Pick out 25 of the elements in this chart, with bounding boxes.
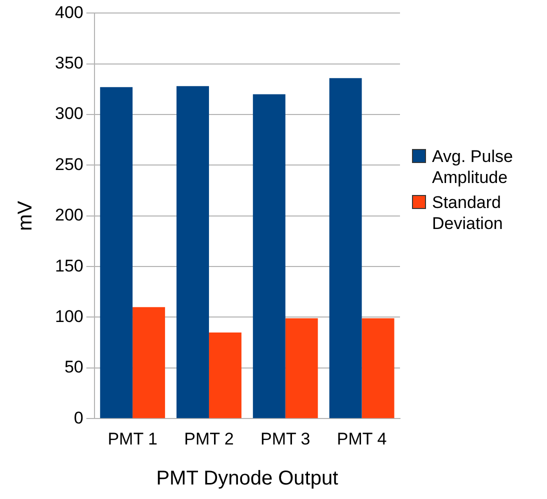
x-tick-label: PMT 1 <box>108 429 158 448</box>
x-tick-label: PMT 3 <box>260 429 310 448</box>
legend-label: Standard Deviation <box>432 192 504 234</box>
bar <box>132 307 166 418</box>
y-tick-label: 250 <box>54 154 84 174</box>
y-tick-label: 300 <box>54 104 84 124</box>
y-axis-title: mV <box>14 200 37 231</box>
bar <box>285 318 318 418</box>
y-tick-label: 200 <box>54 206 84 225</box>
y-tick-label: 0 <box>74 408 84 428</box>
x-tick-label: PMT 2 <box>184 429 234 448</box>
x-axis-title: PMT Dynode Output <box>156 468 339 490</box>
bar <box>176 86 209 418</box>
bar <box>362 318 394 418</box>
bar <box>100 87 133 418</box>
y-tick-label: 50 <box>64 358 84 377</box>
y-tick-label: 100 <box>54 306 84 326</box>
bar <box>329 78 362 418</box>
bar <box>252 94 286 418</box>
x-tick-label: PMT 4 <box>336 429 387 448</box>
y-tick-label: 350 <box>54 54 84 73</box>
y-tick-label: 150 <box>54 256 84 276</box>
bar <box>208 332 242 418</box>
y-tick-label: 400 <box>54 2 84 22</box>
legend-label: Avg. Pulse Amplitude <box>432 146 514 188</box>
